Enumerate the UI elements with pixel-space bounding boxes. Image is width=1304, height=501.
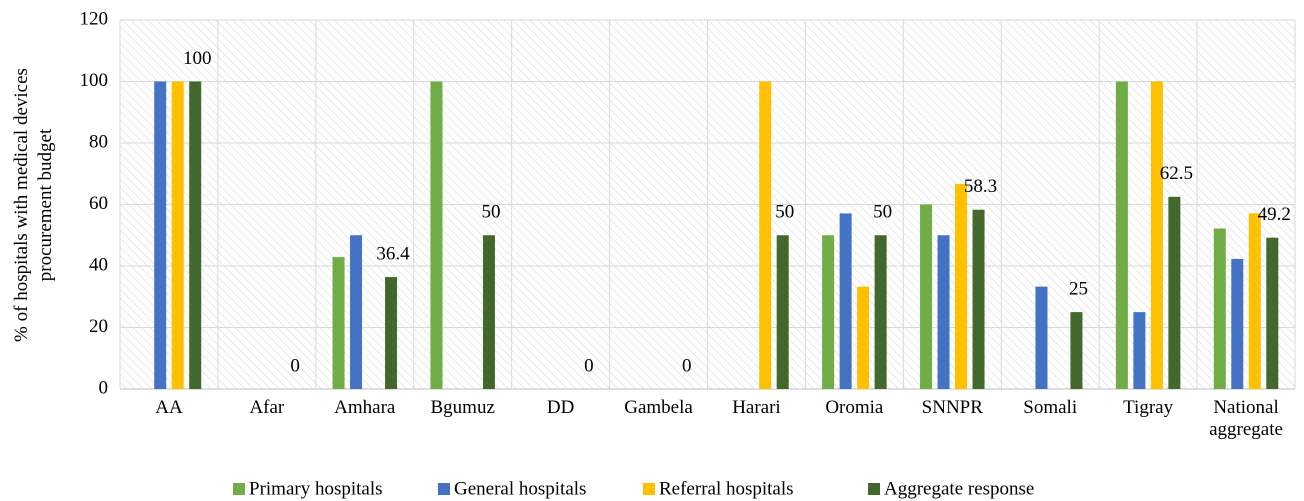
x-tick-wrap: Bgumuz bbox=[430, 397, 495, 418]
x-tick-label: SNNPR bbox=[921, 397, 983, 418]
bar bbox=[1266, 237, 1279, 389]
legend-label: Aggregate response bbox=[884, 478, 1034, 499]
legend-label: General hospitals bbox=[454, 478, 586, 499]
x-tick-label: Oromia bbox=[825, 397, 884, 418]
bar bbox=[1150, 81, 1163, 389]
data-label: 50 bbox=[481, 202, 500, 223]
x-tick-wrap: DD bbox=[546, 397, 575, 418]
data-label: 0 bbox=[584, 355, 594, 376]
bar bbox=[776, 235, 789, 389]
bar bbox=[189, 81, 202, 389]
y-axis-label: % of hospitals with medical devices proc… bbox=[11, 68, 56, 342]
bar bbox=[839, 213, 852, 389]
data-label: 0 bbox=[290, 355, 300, 376]
data-label: 0 bbox=[682, 355, 692, 376]
data-label: 100 bbox=[183, 48, 212, 69]
bar bbox=[350, 235, 363, 389]
bar bbox=[1248, 213, 1261, 389]
bar bbox=[937, 235, 950, 389]
y-tick-label: 0 bbox=[99, 377, 109, 398]
y-tick-label: 100 bbox=[80, 70, 109, 91]
x-tick-label: AA bbox=[155, 397, 183, 418]
x-tick-wrap: SNNPR bbox=[921, 397, 983, 418]
x-tick-wrap: Amhara bbox=[334, 397, 396, 418]
data-label: 50 bbox=[873, 202, 892, 223]
bar bbox=[1213, 228, 1226, 389]
bar bbox=[1231, 258, 1244, 389]
bar bbox=[154, 81, 167, 389]
x-tick-label: Bgumuz bbox=[430, 397, 495, 418]
y-tick-label: 80 bbox=[89, 131, 108, 152]
bar bbox=[332, 257, 345, 389]
y-tick-label: 120 bbox=[80, 8, 109, 29]
data-label: 25 bbox=[1069, 278, 1088, 299]
bar bbox=[1070, 312, 1083, 389]
legend-swatch bbox=[233, 483, 245, 495]
legend-swatch bbox=[868, 483, 880, 495]
x-tick-label: Somali bbox=[1023, 397, 1078, 418]
bar bbox=[1115, 81, 1128, 389]
x-tick-label: Amhara bbox=[334, 397, 396, 418]
data-label: 62.5 bbox=[1160, 163, 1193, 184]
y-tick-label: 40 bbox=[89, 254, 108, 275]
x-tick-wrap: Afar bbox=[249, 397, 285, 418]
x-tick-wrap: Harari bbox=[732, 397, 781, 418]
x-tick-label: Gambela bbox=[624, 397, 693, 418]
bar bbox=[1035, 286, 1048, 389]
data-label: 50 bbox=[775, 202, 794, 223]
y-tick-label: 20 bbox=[89, 316, 108, 337]
x-tick-wrap: Gambela bbox=[624, 397, 693, 418]
legend-label: Referral hospitals bbox=[659, 478, 794, 499]
x-tick-label: National aggregate bbox=[1209, 397, 1283, 440]
bar bbox=[171, 81, 184, 389]
x-tick-wrap: Tigray bbox=[1123, 397, 1174, 418]
bar bbox=[759, 81, 772, 389]
bar bbox=[1168, 196, 1181, 389]
x-tick-wrap: AA bbox=[155, 397, 183, 418]
bar bbox=[1133, 312, 1146, 389]
bar bbox=[385, 277, 398, 389]
bar bbox=[857, 286, 870, 389]
bar bbox=[920, 204, 933, 389]
bar bbox=[822, 235, 835, 389]
data-label: 36.4 bbox=[376, 243, 410, 264]
x-tick-label: Tigray bbox=[1123, 397, 1174, 418]
data-label: 49.2 bbox=[1258, 204, 1291, 225]
bar bbox=[874, 235, 887, 389]
legend-swatch bbox=[643, 483, 655, 495]
x-tick-wrap: Somali bbox=[1023, 397, 1078, 418]
x-tick-label: DD bbox=[546, 397, 575, 418]
legend-label: Primary hospitals bbox=[249, 478, 383, 499]
legend-swatch bbox=[438, 483, 450, 495]
x-tick-label: Afar bbox=[249, 397, 285, 418]
bar bbox=[482, 235, 495, 389]
x-tick-label: Harari bbox=[732, 397, 781, 418]
bar bbox=[972, 209, 985, 389]
y-tick-label: 60 bbox=[89, 193, 108, 214]
data-label: 58.3 bbox=[964, 176, 997, 197]
x-tick-wrap: National aggregate bbox=[1209, 397, 1283, 440]
bar bbox=[955, 183, 968, 389]
x-tick-wrap: Oromia bbox=[825, 397, 884, 418]
bar bbox=[430, 81, 443, 389]
